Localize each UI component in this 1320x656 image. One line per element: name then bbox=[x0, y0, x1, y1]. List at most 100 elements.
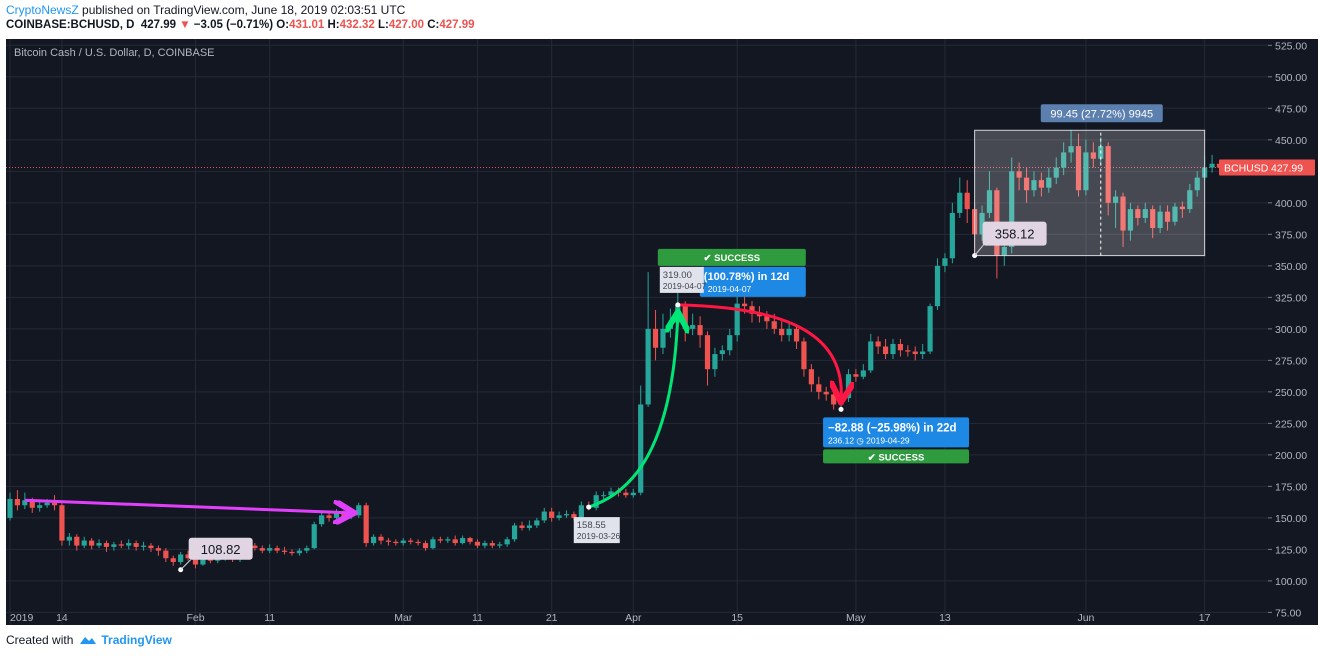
candle-body bbox=[526, 525, 533, 528]
candle-body bbox=[860, 370, 866, 377]
candle-body bbox=[155, 548, 161, 551]
candle-body bbox=[378, 536, 384, 541]
time-axis-labels: 2019 14 Feb 11 Mar 11 21 Apr 15 May 13 Jun 17 bbox=[10, 612, 1211, 624]
candle-body bbox=[534, 520, 540, 526]
chart-title: Bitcoin Cash / U.S. Dollar, D, COINBASE bbox=[14, 47, 215, 59]
green-rally-arrow bbox=[588, 315, 678, 509]
candle-body bbox=[89, 540, 95, 546]
peak-price-text: 319.00 bbox=[663, 270, 692, 281]
candle-body bbox=[660, 328, 666, 348]
candle-body bbox=[467, 538, 473, 542]
candle-body bbox=[1061, 152, 1067, 168]
up-move-box bbox=[699, 266, 806, 297]
candle-body bbox=[1172, 206, 1178, 222]
candle-body bbox=[986, 190, 993, 213]
x-tick-label: 21 bbox=[546, 612, 558, 624]
candle-body bbox=[608, 491, 614, 496]
candle-body bbox=[1120, 196, 1126, 231]
y-tick-label: 400.00 bbox=[1275, 198, 1307, 210]
candle-body bbox=[667, 322, 673, 329]
candle-body bbox=[786, 328, 792, 336]
candle-body bbox=[370, 536, 377, 544]
up-move-date: 2019-04-07 bbox=[708, 284, 752, 294]
candle-body bbox=[1105, 146, 1111, 203]
candle-body bbox=[163, 550, 169, 559]
candle-body bbox=[1150, 209, 1156, 229]
candle-body bbox=[645, 328, 651, 405]
publisher-link[interactable]: CryptoNewsZ bbox=[6, 3, 79, 17]
candle-body bbox=[29, 500, 35, 508]
plot-area[interactable] bbox=[6, 39, 1268, 625]
candle-body bbox=[111, 544, 117, 547]
high-label: H: bbox=[327, 19, 340, 31]
candle-body bbox=[816, 384, 822, 392]
anchor-point bbox=[675, 302, 681, 308]
up-move-text: (100.78%) in 12d bbox=[704, 271, 790, 283]
candle-body bbox=[259, 548, 265, 551]
candle-body bbox=[474, 541, 481, 546]
x-tick-label: Apr bbox=[625, 612, 642, 624]
candle-body bbox=[415, 541, 421, 544]
candle-body bbox=[1090, 152, 1096, 159]
candle-body bbox=[133, 543, 139, 547]
candle-body bbox=[1053, 167, 1059, 178]
change-value: −3.05 (−0.71%) bbox=[193, 19, 274, 31]
last-price-badge: BCHUSD 427.99 bbox=[1219, 159, 1315, 176]
candle-body bbox=[897, 343, 904, 351]
bottom-price-text: 158.55 bbox=[577, 520, 606, 531]
candle-body bbox=[393, 541, 399, 544]
candle-body bbox=[281, 550, 288, 552]
candle-body bbox=[593, 495, 599, 508]
candle-body bbox=[741, 303, 748, 307]
open-label: O: bbox=[276, 19, 290, 31]
candle-body bbox=[1209, 163, 1215, 168]
tradingview-link[interactable]: TradingView bbox=[101, 633, 172, 647]
x-tick-label: May bbox=[846, 612, 867, 624]
footer: Created with TradingView bbox=[6, 633, 172, 647]
x-tick-label: 2019 bbox=[10, 612, 34, 624]
candle-body bbox=[808, 369, 814, 385]
candle-body bbox=[868, 341, 874, 371]
candle-body bbox=[1038, 180, 1044, 188]
candle-body bbox=[979, 212, 985, 235]
range-measure-text: 99.45 (27.72%) 9945 bbox=[1050, 108, 1153, 120]
y-tick-label: 125.00 bbox=[1275, 544, 1307, 556]
candle-body bbox=[170, 558, 176, 562]
candle-body bbox=[489, 543, 495, 546]
candle-body bbox=[1068, 146, 1074, 153]
candle-body bbox=[274, 548, 280, 551]
candlestick-chart[interactable]: 75.00 100.00 125.00 150.00 175.00 200.00 225.0… bbox=[0, 37, 1320, 629]
candle-body bbox=[1016, 171, 1022, 178]
success-tag-bottom bbox=[823, 449, 970, 464]
x-tick-label: 11 bbox=[264, 612, 275, 624]
candle-body bbox=[59, 505, 65, 541]
candle-body bbox=[949, 212, 955, 259]
candle-body bbox=[934, 265, 941, 307]
candle-body bbox=[1142, 209, 1148, 218]
anchor-point bbox=[586, 504, 592, 510]
x-tick-label: 14 bbox=[56, 612, 68, 624]
candle-body bbox=[964, 192, 970, 210]
range-measure-box bbox=[1040, 104, 1163, 123]
candle-body bbox=[1031, 180, 1037, 191]
low-label: L: bbox=[377, 19, 389, 31]
price-axis[interactable] bbox=[1268, 39, 1318, 625]
candle-body bbox=[719, 350, 725, 355]
y-tick-label: 150.00 bbox=[1275, 513, 1307, 525]
candle-body bbox=[422, 543, 429, 549]
low-value: 427.00 bbox=[388, 19, 425, 31]
candle-body bbox=[363, 505, 369, 544]
candle-body bbox=[66, 536, 72, 541]
x-tick-label: 11 bbox=[472, 612, 483, 624]
y-tick-label: 375.00 bbox=[1275, 229, 1307, 241]
y-tick-label: 450.00 bbox=[1275, 135, 1307, 147]
magenta-trend-arrow bbox=[24, 498, 351, 513]
y-tick-label: 200.00 bbox=[1275, 450, 1307, 462]
candle-body bbox=[319, 515, 325, 525]
candle-body bbox=[563, 514, 570, 516]
candle-body bbox=[1135, 209, 1141, 218]
candle-body bbox=[267, 548, 273, 551]
candle-body bbox=[697, 325, 703, 336]
candle-body bbox=[200, 556, 206, 565]
